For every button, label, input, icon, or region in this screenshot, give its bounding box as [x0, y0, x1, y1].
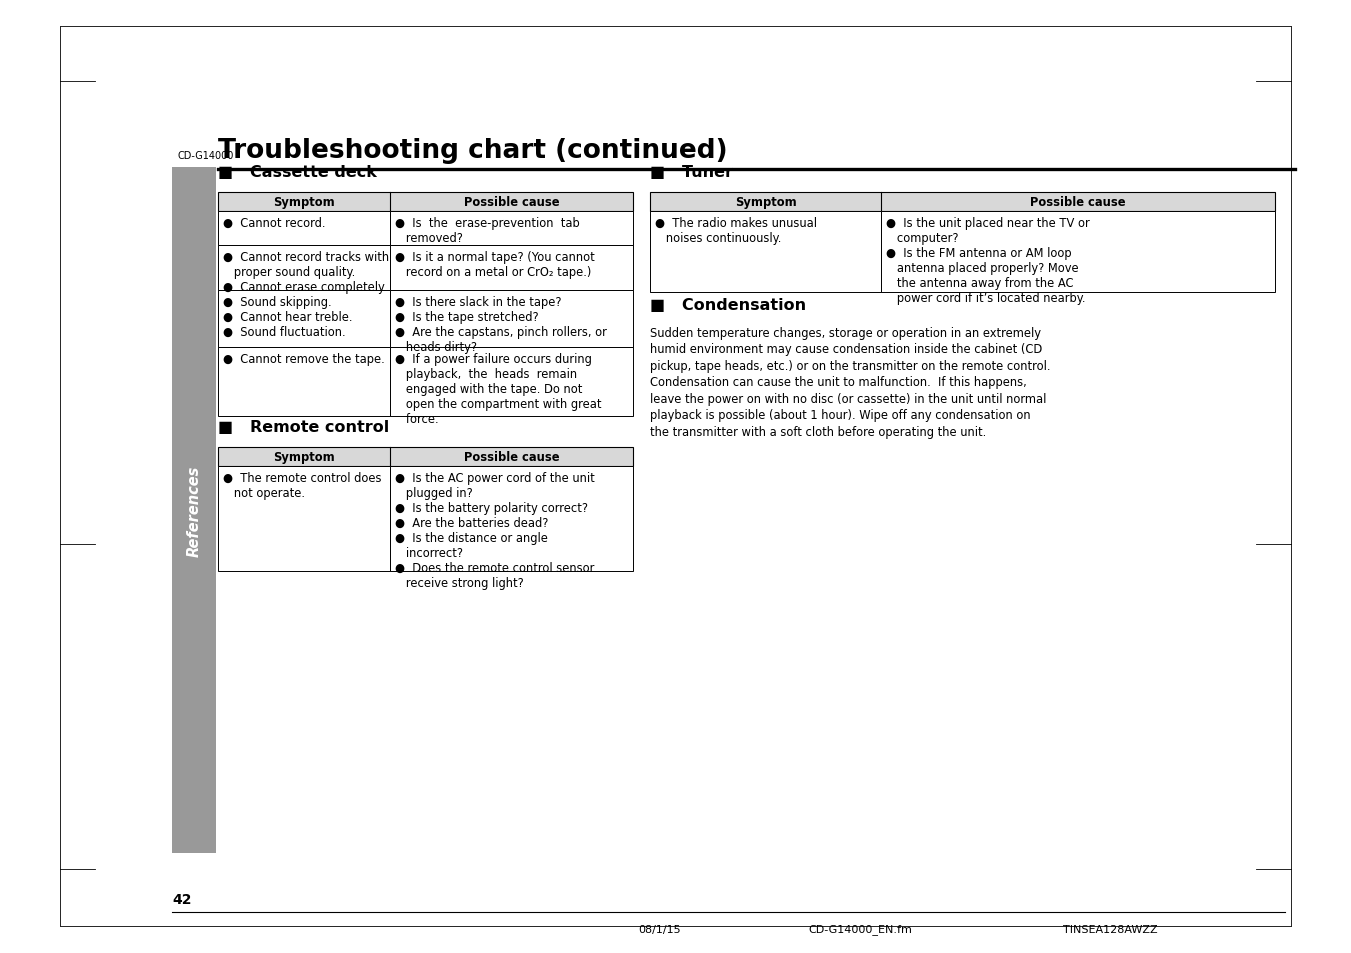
- Text: ●  The radio makes unusual
   noises continuously.: ● The radio makes unusual noises continu…: [655, 216, 817, 245]
- Text: ●  Cannot record tracks with
   proper sound quality.
●  Cannot erase completely: ● Cannot record tracks with proper sound…: [223, 251, 389, 294]
- Bar: [218, 448, 634, 467]
- Text: Troubleshooting chart (continued): Troubleshooting chart (continued): [218, 138, 728, 164]
- Text: ●  Sound skipping.
●  Cannot hear treble.
●  Sound fluctuation.: ● Sound skipping. ● Cannot hear treble. …: [223, 295, 353, 338]
- Bar: [650, 193, 1275, 212]
- Bar: [881, 212, 1275, 293]
- Text: ●  Is there slack in the tape?
●  Is the tape stretched?
●  Are the capstans, pi: ● Is there slack in the tape? ● Is the t…: [396, 295, 607, 354]
- Text: ■   Remote control: ■ Remote control: [218, 419, 389, 435]
- Text: Possible cause: Possible cause: [463, 195, 559, 209]
- Text: Symptom: Symptom: [273, 451, 335, 464]
- Text: ●  Cannot record.: ● Cannot record.: [223, 216, 326, 230]
- Text: ■   Condensation: ■ Condensation: [650, 297, 807, 313]
- Bar: [218, 212, 390, 245]
- Text: Sudden temperature changes, storage or operation in an extremely
humid environme: Sudden temperature changes, storage or o…: [650, 327, 1051, 438]
- Text: ●  Is  the  erase-prevention  tab
   removed?: ● Is the erase-prevention tab removed?: [396, 216, 580, 245]
- Text: Possible cause: Possible cause: [463, 451, 559, 464]
- Bar: [218, 348, 390, 416]
- Bar: [390, 245, 634, 291]
- Text: Possible cause: Possible cause: [1031, 195, 1125, 209]
- Text: ■   Tuner: ■ Tuner: [650, 165, 734, 180]
- Text: CD-G14000: CD-G14000: [177, 151, 234, 161]
- Bar: [172, 168, 216, 853]
- Bar: [218, 245, 390, 291]
- Bar: [390, 467, 634, 571]
- Text: 08/1/15: 08/1/15: [639, 924, 681, 934]
- Bar: [218, 291, 390, 348]
- Text: ●  The remote control does
   not operate.: ● The remote control does not operate.: [223, 472, 381, 499]
- Bar: [218, 467, 390, 571]
- Bar: [390, 348, 634, 416]
- Text: TINSEA128AWZZ: TINSEA128AWZZ: [1063, 924, 1158, 934]
- Bar: [390, 291, 634, 348]
- Text: Symptom: Symptom: [273, 195, 335, 209]
- Text: ●  Is the AC power cord of the unit
   plugged in?
●  Is the battery polarity co: ● Is the AC power cord of the unit plugg…: [396, 472, 594, 590]
- Text: References: References: [186, 465, 201, 557]
- Text: ■   Cassette deck: ■ Cassette deck: [218, 165, 377, 180]
- Text: ●  If a power failure occurs during
   playback,  the  heads  remain
   engaged : ● If a power failure occurs during playb…: [396, 353, 601, 426]
- Text: ●  Is it a normal tape? (You cannot
   record on a metal or CrO₂ tape.): ● Is it a normal tape? (You cannot recor…: [396, 251, 594, 278]
- Text: ●  Is the unit placed near the TV or
   computer?
●  Is the FM antenna or AM loo: ● Is the unit placed near the TV or comp…: [886, 216, 1090, 305]
- Text: Symptom: Symptom: [735, 195, 797, 209]
- Bar: [218, 193, 634, 212]
- Text: CD-G14000_EN.fm: CD-G14000_EN.fm: [808, 923, 912, 935]
- Text: 42: 42: [172, 892, 192, 906]
- Bar: [650, 212, 881, 293]
- Bar: [390, 212, 634, 245]
- Text: ●  Cannot remove the tape.: ● Cannot remove the tape.: [223, 353, 385, 366]
